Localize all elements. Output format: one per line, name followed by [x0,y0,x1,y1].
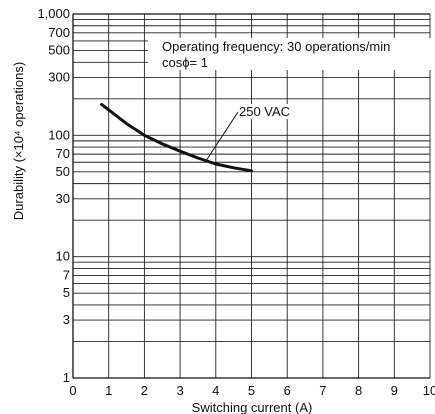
series-label-leader [204,111,239,163]
x-tick-label: 1 [105,383,112,398]
y-tick-label: 70 [56,146,70,161]
annotation-box [148,38,435,70]
series-line-250vac [100,102,253,173]
y-tick-label: 3 [63,312,70,327]
x-tick-label: 10 [423,383,435,398]
y-tick-label: 700 [48,25,70,40]
series-label-250vac: 250 VAC [238,104,292,119]
x-tick-label: 9 [391,383,398,398]
x-tick-label: 4 [212,383,219,398]
x-tick-label: 6 [284,383,291,398]
y-tick-label: 1 [63,370,70,385]
y-tick-label: 10 [56,249,70,264]
y-tick-label: 30 [56,191,70,206]
x-tick-label: 0 [69,383,76,398]
x-tick-label: 2 [141,383,148,398]
x-axis-label: Switching current (A) [192,400,313,414]
y-tick-label: 1,000 [37,6,70,21]
y-tick-label: 300 [48,69,70,84]
y-tick-label: 5 [63,285,70,300]
operating-frequency-note: Operating frequency: 30 operations/min [162,39,391,54]
x-tick-label: 3 [176,383,183,398]
y-axis-label: Durability (×10⁴ operations) [11,62,26,220]
y-tick-label: 100 [48,127,70,142]
y-tick-label: 50 [56,164,70,179]
y-tick-label: 500 [48,43,70,58]
power-factor-note: cosϕ= 1 [162,55,208,70]
data-series [100,102,253,173]
x-tick-label: 8 [355,383,362,398]
x-tick-label: 5 [248,383,255,398]
y-tick-label: 7 [63,267,70,282]
x-tick-label: 7 [319,383,326,398]
